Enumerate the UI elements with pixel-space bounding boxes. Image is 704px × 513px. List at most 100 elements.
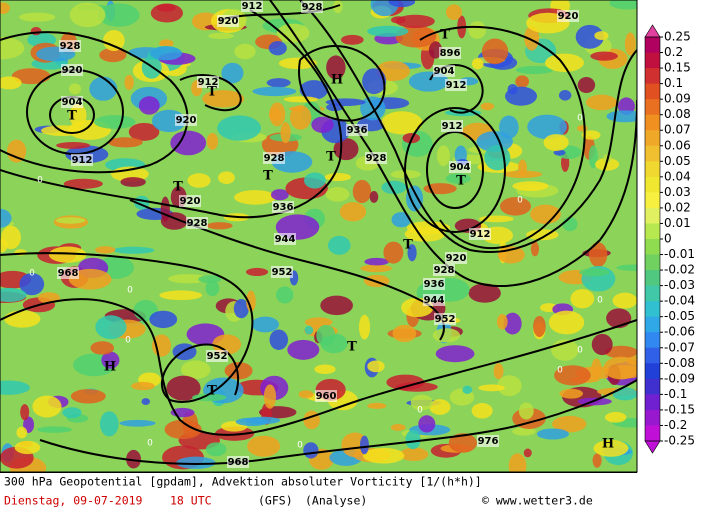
vorticity-blob bbox=[428, 41, 443, 59]
contour-label: 920 bbox=[62, 65, 83, 76]
contour-label: 928 bbox=[187, 218, 208, 229]
vorticity-blob bbox=[32, 395, 62, 418]
contour-label: 944 bbox=[275, 234, 296, 245]
vorticity-blob bbox=[386, 374, 425, 391]
contour-label-bg bbox=[433, 264, 455, 276]
vorticity-blob bbox=[235, 417, 270, 427]
vorticity-blob bbox=[503, 312, 522, 335]
vorticity-blob bbox=[435, 345, 475, 363]
zero-label: 0 bbox=[29, 269, 35, 279]
contour-label: 968 bbox=[228, 457, 249, 468]
contour-label: 936 bbox=[424, 279, 445, 290]
vorticity-blob bbox=[445, 4, 462, 21]
vorticity-blob bbox=[324, 173, 352, 182]
vorticity-blob bbox=[390, 16, 406, 24]
contour-label-bg bbox=[423, 294, 445, 306]
vorticity-blob bbox=[263, 384, 277, 409]
colorbar-label: 0.04 bbox=[664, 169, 691, 183]
vorticity-blob bbox=[493, 363, 504, 380]
contour-label: 920 bbox=[558, 11, 579, 22]
vorticity-blob bbox=[432, 328, 461, 343]
vorticity-blob bbox=[316, 324, 336, 347]
contour-label-bg bbox=[449, 161, 471, 173]
colorbar: 0.250.2 0.150.1 0.090.08 0.070.06 0.050.04 0.… bbox=[644, 24, 695, 454]
contour-label: 912 bbox=[446, 80, 467, 91]
vorticity-blob bbox=[48, 246, 87, 263]
vorticity-blob bbox=[381, 111, 423, 135]
vorticity-blob bbox=[287, 339, 320, 360]
vorticity-blob bbox=[233, 299, 249, 319]
vorticity-blob bbox=[609, 0, 637, 10]
vorticity-blob bbox=[530, 204, 561, 224]
contour-label-bg bbox=[57, 267, 79, 279]
vorticity-blob bbox=[0, 37, 25, 60]
vorticity-blob bbox=[562, 216, 578, 232]
vorticity-blob bbox=[124, 74, 134, 90]
contour-label: 928 bbox=[366, 153, 387, 164]
vorticity-blob bbox=[471, 58, 484, 70]
vorticity-blob bbox=[11, 68, 51, 85]
colorbar-label: -0.25 bbox=[664, 434, 695, 448]
vorticity-blob bbox=[545, 53, 584, 72]
vorticity-blob bbox=[410, 394, 433, 411]
vorticity-blob bbox=[480, 102, 495, 111]
vorticity-blob bbox=[367, 360, 385, 373]
vorticity-blob bbox=[418, 415, 436, 433]
vorticity-blob bbox=[591, 358, 602, 379]
vorticity-blob bbox=[515, 65, 554, 75]
vorticity-blob bbox=[388, 0, 416, 8]
vorticity-blob bbox=[407, 244, 417, 262]
pressure-center: T bbox=[456, 174, 466, 189]
contour-label: 928 bbox=[264, 153, 285, 164]
vorticity-blob bbox=[270, 189, 289, 201]
vorticity-blob bbox=[19, 273, 45, 296]
vorticity-blob bbox=[149, 310, 178, 329]
pressure-center: T bbox=[403, 238, 413, 253]
contour-label: 904 bbox=[450, 162, 471, 173]
vorticity-blob bbox=[445, 173, 471, 184]
colorbar-swatch bbox=[645, 254, 660, 271]
pressure-center: H bbox=[331, 73, 343, 88]
colorbar-label: 0.03 bbox=[664, 185, 691, 199]
vorticity-blob bbox=[558, 90, 572, 101]
vorticity-blob bbox=[95, 315, 127, 340]
colorbar-swatch bbox=[645, 161, 660, 178]
vorticity-blob bbox=[298, 390, 314, 399]
vorticity-blob bbox=[478, 384, 505, 392]
contour-label-bg bbox=[557, 10, 579, 22]
vorticity-blob bbox=[99, 411, 119, 437]
vorticity-blob bbox=[0, 380, 30, 395]
vorticity-blob bbox=[4, 310, 41, 328]
vorticity-blob bbox=[280, 122, 291, 144]
vorticity-blob bbox=[164, 419, 202, 440]
contour-label-bg bbox=[434, 313, 456, 325]
pressure-center: T bbox=[326, 150, 336, 165]
colorbar-label: -0.09 bbox=[664, 371, 695, 385]
vorticity-blob bbox=[448, 433, 477, 453]
contour-label-bg bbox=[227, 456, 249, 468]
vorticity-blob bbox=[304, 325, 314, 335]
vorticity-blob bbox=[0, 76, 22, 90]
contour-label: 928 bbox=[302, 2, 323, 13]
vorticity-blob bbox=[69, 103, 87, 128]
colorbar-label: 0.2 bbox=[664, 45, 683, 59]
vorticity-blob bbox=[268, 41, 287, 56]
vorticity-blob bbox=[166, 375, 201, 401]
vorticity-blob bbox=[234, 190, 277, 205]
vorticity-blob bbox=[508, 453, 527, 472]
colorbar-swatch bbox=[645, 332, 660, 349]
vorticity-blob bbox=[103, 29, 125, 52]
vorticity-blob bbox=[606, 110, 637, 123]
vorticity-blob bbox=[16, 426, 28, 439]
footer-time: 18 UTC bbox=[170, 494, 212, 508]
contour-label: 976 bbox=[478, 436, 499, 447]
vorticity-blob bbox=[363, 447, 405, 464]
vorticity-blob bbox=[128, 122, 160, 141]
vorticity-blob bbox=[6, 139, 27, 163]
vorticity-blob bbox=[266, 78, 291, 88]
colorbar-label: -0.01 bbox=[664, 247, 695, 261]
vorticity-blob bbox=[217, 115, 262, 141]
vorticity-blob bbox=[392, 324, 417, 343]
vorticity-blob bbox=[468, 21, 487, 39]
